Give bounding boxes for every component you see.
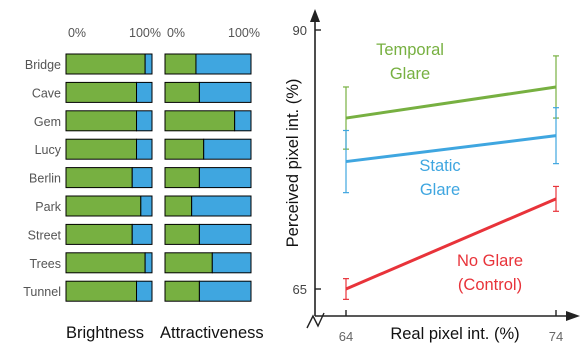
category-label: Cave [32,86,61,100]
y-axis-arrow [310,9,320,22]
category-label: Bridge [25,58,61,72]
y-tick-label: 90 [293,23,307,38]
bar-segment-green [65,138,138,160]
bar-segment-green [164,223,200,245]
category-label: Gem [34,115,61,129]
series-line [345,197,557,291]
category-label: Trees [30,257,62,271]
y-axis-title: Perceived pixel int. (%) [284,79,302,248]
series-line [345,85,557,120]
bar-segment-blue [140,195,153,217]
category-label: Street [28,228,62,242]
x-tick-label: 100% [228,26,260,40]
category-label: Berlin [29,172,61,186]
x-axis-title: Attractiveness [160,324,264,342]
x-tick-label: 100% [129,26,161,40]
bar-segment-green [164,138,205,160]
bar-segment-blue [144,53,153,75]
bar-segment-blue [131,223,153,245]
category-label: Tunnel [23,285,61,299]
x-axis-title: Real pixel int. (%) [390,325,519,343]
bar-segment-green [65,252,146,274]
bar-segment-blue [198,167,252,189]
bar-segment-green [164,81,200,103]
bar-segment-green [164,53,197,75]
bar-segment-green [164,252,213,274]
x-tick-label: 0% [167,26,185,40]
bar-segment-blue [136,110,153,132]
x-axis-title: Brightness [66,324,144,342]
bar-segment-green [65,195,142,217]
bar-segment-green [164,110,236,132]
series-label: Static [419,157,460,175]
bar-segment-blue [195,53,252,75]
x-tick-label: 0% [68,26,86,40]
bar-segment-green [65,167,133,189]
bar-segment-green [65,223,133,245]
bar-segment-green [65,280,138,302]
series-label: (Control) [458,276,522,294]
x-axis-arrow [566,311,580,321]
bar-segment-blue [198,81,252,103]
bar-segment-green [65,53,146,75]
bar-segment-blue [136,280,153,302]
bar-segment-blue [191,195,252,217]
series-label: Glare [420,181,460,199]
bar-segment-blue [136,81,153,103]
series-label: Glare [390,65,430,83]
bar-segment-green [164,280,200,302]
series-line [345,134,557,164]
bar-segment-blue [131,167,153,189]
bar-segment-blue [136,138,153,160]
category-label: Park [35,200,61,214]
x-tick-label: 64 [339,329,353,344]
series-label: No Glare [457,252,523,270]
bar-segment-green [65,110,138,132]
bar-segment-blue [198,280,252,302]
bar-segment-green [164,195,193,217]
bar-segment-blue [198,223,252,245]
x-tick-label: 74 [549,329,563,344]
bar-segment-blue [211,252,252,274]
bar-segment-blue [144,252,153,274]
y-tick-label: 65 [293,282,307,297]
category-label: Lucy [35,143,62,157]
series-label: Temporal [376,41,444,59]
bar-segment-blue [203,138,252,160]
bar-segment-green [164,167,200,189]
bar-segment-green [65,81,138,103]
bar-segment-blue [234,110,252,132]
axis-break-mark [306,312,325,329]
